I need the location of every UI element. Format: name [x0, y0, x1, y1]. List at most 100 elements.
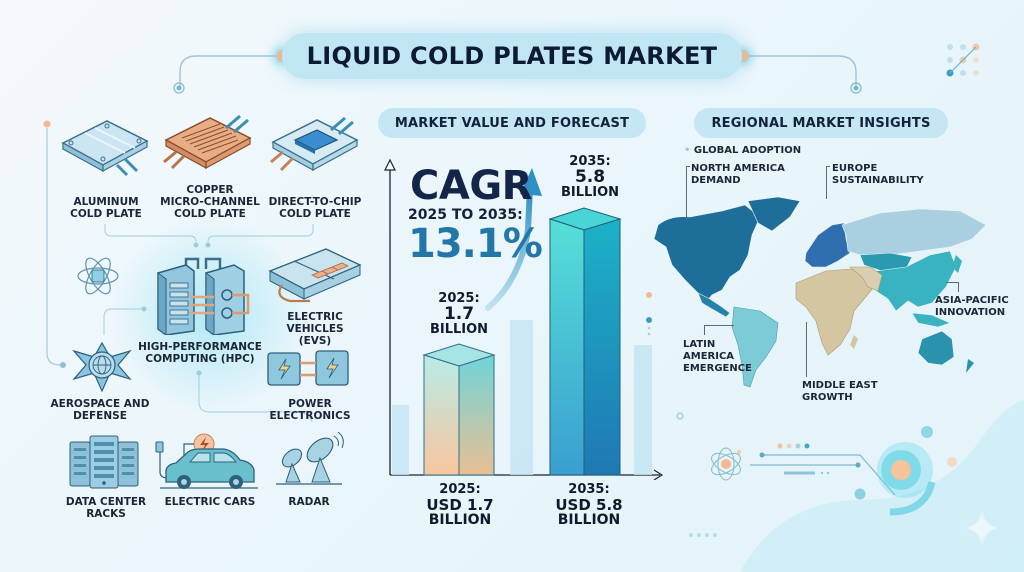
latin-america-label: LATIN AMERICA EMERGENCE — [683, 339, 752, 375]
ev-label-line1: ELECTRIC — [287, 311, 343, 323]
axis-2035-year: 2035: — [568, 482, 610, 497]
aerospace-label-line1: AEROSPACE AND — [50, 398, 150, 410]
axis-2025-label: 2025: USD 1.7 BILLION — [410, 482, 510, 528]
electric-cars-label-text: ELECTRIC CARS — [164, 496, 256, 508]
direct-to-chip-line1: DIRECT-TO-CHIP — [268, 196, 362, 208]
aluminum-plate-label: ALUMINUM COLD PLATE — [58, 196, 154, 220]
copper-micro-channel-plate-icon — [163, 114, 252, 170]
axis-2035-unit: BILLION — [557, 512, 621, 528]
europe-label: EUROPE SUSTAINABILITY — [832, 163, 924, 187]
aluminum-label-line1: ALUMINUM — [73, 196, 139, 208]
copper-label-line1: MICRO-CHANNEL — [160, 196, 260, 208]
bar-2025-value: 1.7 — [443, 304, 475, 324]
title-banner: LIQUID COLD PLATES MARKET — [282, 33, 742, 79]
cagr-period: 2025 TO 2035: — [408, 207, 523, 223]
latam-line2: AMERICA — [683, 351, 735, 362]
middle-east-label: MIDDLE EAST GROWTH — [802, 380, 878, 404]
page-title: LIQUID COLD PLATES MARKET — [306, 42, 718, 70]
na-line1: NORTH AMERICA — [691, 163, 785, 174]
middle-east-africa-region — [795, 268, 875, 356]
na-line2: DEMAND — [691, 175, 741, 186]
aluminum-label-line2: COLD PLATE — [70, 208, 142, 220]
aluminum-cold-plate-icon — [61, 120, 149, 177]
world-map — [653, 196, 987, 388]
tech-decoration — [676, 412, 998, 544]
forecast-section-header: MARKET VALUE AND FORECAST — [378, 108, 646, 138]
electric-cars-label: ELECTRIC CARS — [160, 496, 260, 508]
direct-to-chip-label: DIRECT-TO-CHIP COLD PLATE — [258, 196, 372, 220]
power-electronics-label-text: POWER ELECTRONICS — [269, 398, 351, 422]
eu-line2: SUSTAINABILITY — [832, 175, 924, 186]
bar-2025-unit: BILLION — [429, 322, 489, 337]
me-line2: GROWTH — [802, 392, 853, 403]
bar-2025-label: 2025: 1.7 BILLION — [414, 292, 504, 336]
ev-label-line2: VEHICLES (EVs) — [286, 323, 344, 347]
hpc-server-icon — [157, 257, 250, 335]
axis-2035-label: 2035: USD 5.8 BILLION — [534, 482, 644, 528]
axis-2025-value: USD 1.7 — [426, 496, 494, 514]
apac-line2: INNOVATION — [935, 307, 1006, 318]
data-center-label-line1: DATA CENTER — [65, 496, 147, 508]
power-electronics-label: POWER ELECTRONICS — [250, 398, 370, 422]
cagr-label: CAGR — [410, 163, 532, 209]
europe-region — [804, 222, 851, 268]
direct-to-chip-line2: COLD PLATE — [279, 208, 351, 220]
data-center-label: DATA CENTER RACKS — [58, 496, 154, 520]
ev-label: ELECTRIC VEHICLES (EVs) — [270, 311, 360, 347]
global-adoption-label: • GLOBAL ADOPTION — [684, 145, 802, 156]
latin-america-region — [731, 306, 779, 388]
na-leader-line — [686, 166, 687, 220]
axis-2035-value: USD 5.8 — [555, 496, 623, 514]
bar-2035-value: 5.8 — [574, 167, 606, 187]
direct-to-chip-plate-icon — [270, 116, 359, 172]
aerospace-label-line2: DEFENSE — [73, 410, 127, 422]
data-center-label-line2: RACKS — [86, 508, 126, 520]
eu-leader-line — [826, 166, 827, 199]
axis-2025-unit: BILLION — [428, 512, 492, 528]
copper-label-line0: COPPER — [186, 184, 234, 196]
data-center-rack-icon — [69, 435, 139, 489]
regional-section-header: REGIONAL MARKET INSIGHTS — [694, 108, 948, 138]
apac-line1: ASIA-PACIFIC — [935, 295, 1009, 306]
asia-pacific-label: ASIA-PACIFIC INNOVATION — [935, 295, 1009, 319]
bar-2025-year: 2025: — [438, 291, 480, 306]
hpc-label: HIGH-PERFORMANCE COMPUTING (HPC) — [138, 341, 262, 365]
latam-leader-tick — [704, 325, 705, 335]
latam-leader-line — [704, 325, 734, 326]
bar-2035-unit: BILLION — [560, 185, 620, 200]
hpc-label-line2: COMPUTING (HPC) — [145, 353, 255, 365]
apac-leader-tick — [958, 282, 959, 292]
bar-2035-year: 2035: — [569, 154, 611, 169]
me-leader-line — [806, 322, 807, 377]
copper-label-line2: COLD PLATE — [174, 208, 246, 220]
russia-region — [841, 208, 987, 256]
apac-leader-line — [946, 282, 959, 283]
na-leader-tick — [686, 166, 690, 167]
copper-plate-label: COPPER MICRO-CHANNEL COLD PLATE — [158, 184, 262, 220]
radar-dish-icon — [276, 432, 344, 485]
atom-chip-icon — [77, 257, 119, 295]
dot-grid-decoration — [946, 43, 980, 77]
forecast-bar-chart — [384, 158, 664, 480]
ev-battery-icon — [268, 248, 362, 303]
regional-heading: REGIONAL MARKET INSIGHTS — [711, 115, 931, 131]
hpc-label-line1: HIGH-PERFORMANCE — [138, 341, 262, 353]
north-america-label: NORTH AMERICA DEMAND — [691, 163, 785, 187]
asia-pacific-region — [875, 250, 957, 312]
me-line1: MIDDLE EAST — [802, 380, 878, 391]
radar-label-text: RADAR — [288, 496, 330, 508]
bar-2035-label: 2035: 5.8 BILLION — [540, 155, 640, 199]
radar-label: RADAR — [274, 496, 344, 508]
forecast-heading: MARKET VALUE AND FORECAST — [394, 115, 630, 131]
latam-line1: LATIN — [683, 339, 716, 350]
electric-car-icon — [155, 433, 258, 489]
australia-region — [917, 330, 955, 366]
cagr-value: 13.1% — [408, 221, 543, 267]
eu-leader-tick — [826, 166, 830, 167]
power-electronics-icon — [267, 350, 349, 386]
north-america-region — [653, 204, 761, 304]
eu-line1: EUROPE — [832, 163, 878, 174]
aerospace-label: AEROSPACE AND DEFENSE — [40, 398, 160, 422]
global-adoption-text: GLOBAL ADOPTION — [693, 145, 802, 156]
latam-line3: EMERGENCE — [683, 363, 752, 374]
